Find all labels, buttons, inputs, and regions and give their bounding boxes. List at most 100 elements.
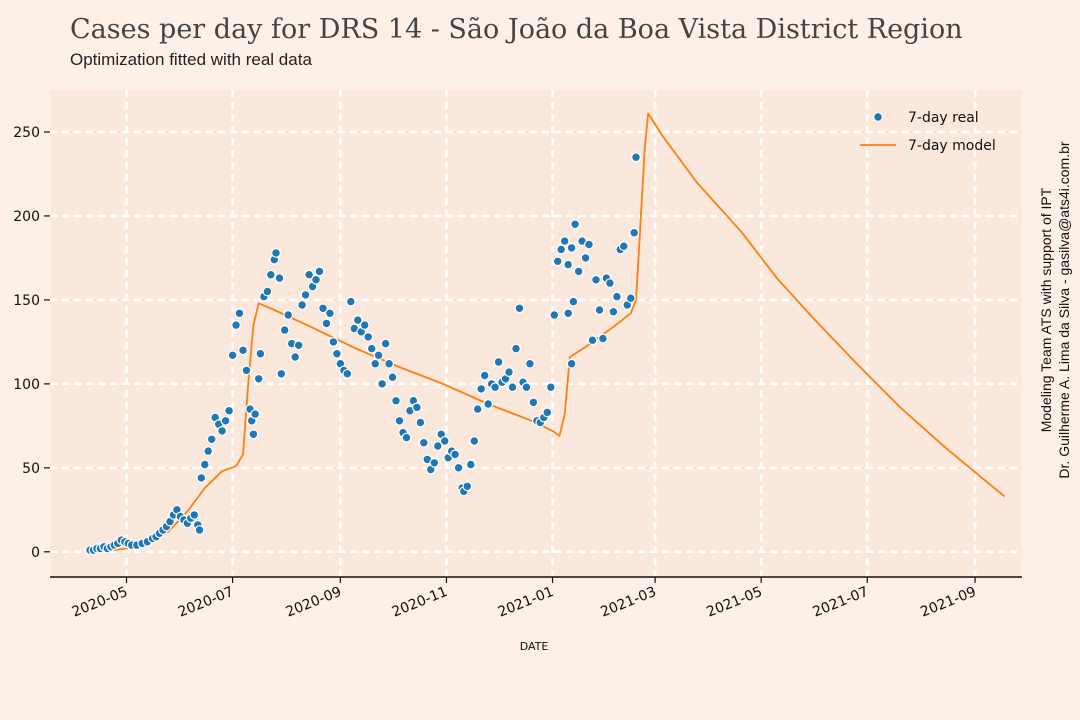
real-data-point [573,266,584,277]
plot-area [50,90,1022,577]
real-data-point [559,236,570,247]
y-tick-label: 100 [13,377,40,393]
real-data-point [290,352,301,362]
real-data-point [594,305,605,315]
real-data-point [300,290,311,300]
y-tick-label: 150 [13,293,40,309]
real-data-point [241,365,252,376]
chart-title: Cases per day for DRS 14 - São João da B… [70,14,963,45]
legend-label-model: 7-day model [908,138,996,154]
real-data-point [521,382,532,393]
credits-line-2: Dr. Guilherme A. Lima da Silva - gasilva… [1056,141,1072,478]
real-data-point [469,436,480,446]
real-data-point [450,449,461,460]
real-data-point [608,306,619,317]
real-data-point [587,335,598,346]
real-data-point [377,379,388,389]
x-tick-label: 2020-09 [284,584,344,621]
real-data-point [580,252,591,263]
real-data-point [618,241,629,252]
real-data-point [196,473,207,483]
real-data-point [528,397,539,408]
real-data-point [563,308,574,319]
real-data-point [549,310,560,320]
model-series [86,112,1006,553]
real-data-point [234,308,245,319]
real-data-point [511,343,521,354]
real-data-point [276,368,287,379]
real-data-point [387,372,398,383]
real-data-point [342,368,353,379]
real-data-point [612,291,622,302]
real-series [85,152,641,555]
real-data-point [189,510,200,520]
real-data-point [314,266,325,277]
real-data-point [363,332,374,342]
real-data-point [429,457,440,468]
real-data-point [217,426,228,436]
real-data-point [318,303,328,314]
real-data-point [483,399,494,409]
grid-lines [50,90,1022,577]
real-data-point [394,415,405,426]
real-data-point [472,404,483,415]
real-data-point [321,318,332,329]
real-data-point [262,286,273,297]
real-data-point [370,358,381,369]
real-data-point [625,293,636,304]
real-data-point [293,340,304,351]
real-data-point [384,358,395,369]
real-data-point [418,437,429,448]
real-data-point [479,370,490,381]
real-data-point [401,432,412,443]
x-tick-label: 2020-07 [176,584,236,621]
real-data-point [591,274,601,285]
real-data-point [238,345,248,356]
real-data-point [203,446,214,457]
real-data-point [514,303,525,314]
real-data-point [231,320,242,331]
real-data-point [206,434,217,445]
real-data-point [380,338,391,349]
real-data-point [631,152,641,163]
real-data-point [584,239,594,250]
real-data-point [279,325,290,336]
real-data-point [545,382,556,393]
real-data-point [199,459,210,470]
real-data-point [563,259,574,270]
x-tick-label: 2021-01 [496,584,556,621]
real-data-point [332,348,342,359]
model-line [86,112,1006,553]
real-data-point [504,367,514,378]
real-data-point [629,227,640,238]
real-data-point [598,333,608,344]
credits-text: Modeling Team ATS with support of IPT Dr… [1038,141,1072,478]
real-data-point [297,300,308,310]
real-data-point [542,407,553,418]
x-tick-label: 2021-07 [811,584,871,621]
real-data-point [359,320,370,331]
real-data-point [283,310,294,320]
real-data-point [507,382,518,393]
real-data-point [325,308,335,319]
real-data-point [271,247,281,258]
y-tick-label: 50 [22,461,40,477]
real-data-point [462,481,473,492]
real-data-point [493,357,504,367]
y-tick-label: 200 [13,209,40,225]
real-data-point [253,373,264,384]
legend: 7-day real 7-day model [860,110,996,154]
real-data-point [432,441,443,451]
real-data-point [476,384,487,394]
real-data-point [248,429,259,440]
real-data-point [605,278,615,289]
real-data-point [391,395,401,406]
real-data-point [220,415,231,426]
real-data-point [490,382,501,393]
credits-line-1: Modeling Team ATS with support of IPT [1038,187,1054,432]
real-data-point [255,348,266,359]
real-data-point [194,525,205,535]
x-tick-label: 2020-05 [70,584,130,621]
real-data-point [265,269,276,280]
